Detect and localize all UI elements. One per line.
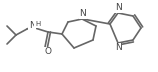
Text: O: O [45, 48, 52, 57]
Text: N: N [80, 10, 86, 19]
Text: N: N [29, 22, 35, 31]
Text: H: H [35, 21, 40, 27]
Text: N: N [115, 4, 121, 13]
Text: N: N [115, 43, 121, 52]
